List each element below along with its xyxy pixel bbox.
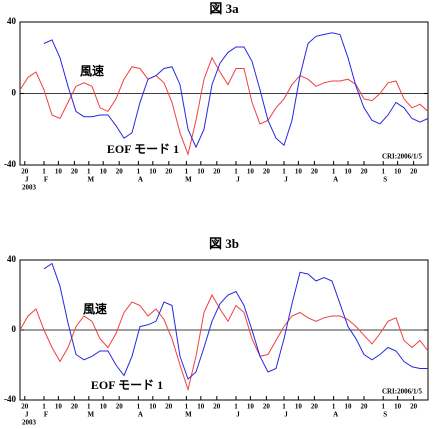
x-tick-label: 1: [185, 403, 189, 411]
month-label: F: [44, 176, 48, 184]
month-label: A: [138, 176, 143, 184]
x-tick-label: 10: [394, 403, 402, 411]
x-tick-label: 1: [87, 403, 91, 411]
x-tick-label: 10: [345, 168, 353, 176]
x-tick-label: 10: [100, 403, 108, 411]
x-tick-label: 20: [21, 403, 29, 411]
x-tick-label: 20: [410, 403, 418, 411]
data-line: [43, 32, 429, 149]
month-label: F: [44, 411, 48, 419]
x-tick-label: 20: [116, 168, 124, 176]
month-label: J: [284, 411, 288, 419]
x-tick-label: 20: [71, 403, 79, 411]
data-line: [19, 293, 429, 392]
x-tick-label: 1: [381, 403, 385, 411]
month-label: J: [236, 411, 240, 419]
month-label: S: [383, 411, 387, 419]
x-tick-label: 10: [55, 403, 63, 411]
x-tick-label: 10: [197, 168, 205, 176]
x-tick-label: 10: [295, 403, 303, 411]
x-tick-label: 10: [394, 168, 402, 176]
month-label: M: [185, 176, 192, 184]
month-label: J: [284, 176, 288, 184]
x-tick-label: 20: [311, 403, 319, 411]
x-tick-label: 20: [71, 168, 79, 176]
series-label: EOF モード 1: [107, 142, 179, 156]
y-tick-label: 0: [12, 88, 17, 98]
x-tick-label: 20: [213, 403, 221, 411]
x-tick-label: 10: [197, 403, 205, 411]
x-tick-label: 1: [185, 168, 189, 176]
month-label: J: [25, 411, 29, 419]
month-label: J: [25, 176, 29, 184]
x-tick-label: 20: [263, 168, 271, 176]
month-label: M: [87, 411, 94, 419]
data-line: [43, 262, 428, 380]
x-tick-label: 1: [332, 168, 336, 176]
x-tick-label: 20: [361, 168, 369, 176]
y-tick-label: 40: [7, 254, 17, 264]
series-label: 風速: [83, 301, 107, 316]
x-tick-label: 10: [247, 168, 255, 176]
data-line: [19, 56, 429, 157]
x-tick-label: 20: [311, 168, 319, 176]
x-tick-label: 20: [21, 168, 29, 176]
x-tick-label: 10: [149, 168, 157, 176]
month-label: J: [236, 176, 240, 184]
year-label: 2003: [22, 419, 37, 427]
x-tick-label: 1: [137, 403, 141, 411]
x-tick-label: 20: [410, 168, 418, 176]
x-tick-label: 20: [165, 403, 173, 411]
x-tick-label: 10: [247, 403, 255, 411]
x-tick-label: 1: [234, 403, 238, 411]
x-tick-label: 1: [42, 403, 46, 411]
y-tick-label: -40: [4, 394, 16, 404]
x-tick-label: 20: [263, 403, 271, 411]
month-label: A: [333, 176, 338, 184]
y-tick-label: -40: [4, 159, 16, 169]
month-label: S: [383, 176, 387, 184]
x-tick-label: 1: [87, 168, 91, 176]
x-tick-label: 20: [165, 168, 173, 176]
x-tick-label: 1: [381, 168, 385, 176]
x-tick-label: 20: [361, 403, 369, 411]
x-tick-label: 1: [282, 403, 286, 411]
month-label: A: [333, 411, 338, 419]
annotation: CRI:2006/1/5: [382, 388, 423, 396]
series-label: 風速: [80, 63, 104, 78]
x-tick-label: 20: [213, 168, 221, 176]
x-tick-label: 20: [116, 403, 124, 411]
month-label: M: [185, 411, 192, 419]
x-tick-label: 1: [234, 168, 238, 176]
year-label: 2003: [22, 184, 37, 192]
month-label: A: [138, 411, 143, 419]
x-tick-label: 1: [332, 403, 336, 411]
month-label: M: [87, 176, 94, 184]
y-tick-label: 40: [7, 16, 17, 26]
x-tick-label: 10: [345, 403, 353, 411]
x-tick-label: 1: [137, 168, 141, 176]
x-tick-label: 1: [42, 168, 46, 176]
chart-title: 図 3a: [209, 1, 239, 16]
x-tick-label: 10: [100, 168, 108, 176]
series-label: EOF モード 1: [91, 378, 163, 392]
chart-title: 図 3b: [209, 236, 239, 251]
x-tick-label: 10: [55, 168, 63, 176]
x-tick-label: 1: [282, 168, 286, 176]
x-tick-label: 10: [149, 403, 157, 411]
y-tick-label: 0: [12, 324, 17, 334]
x-tick-label: 10: [295, 168, 303, 176]
annotation: CRI:2006/1/5: [382, 153, 423, 161]
